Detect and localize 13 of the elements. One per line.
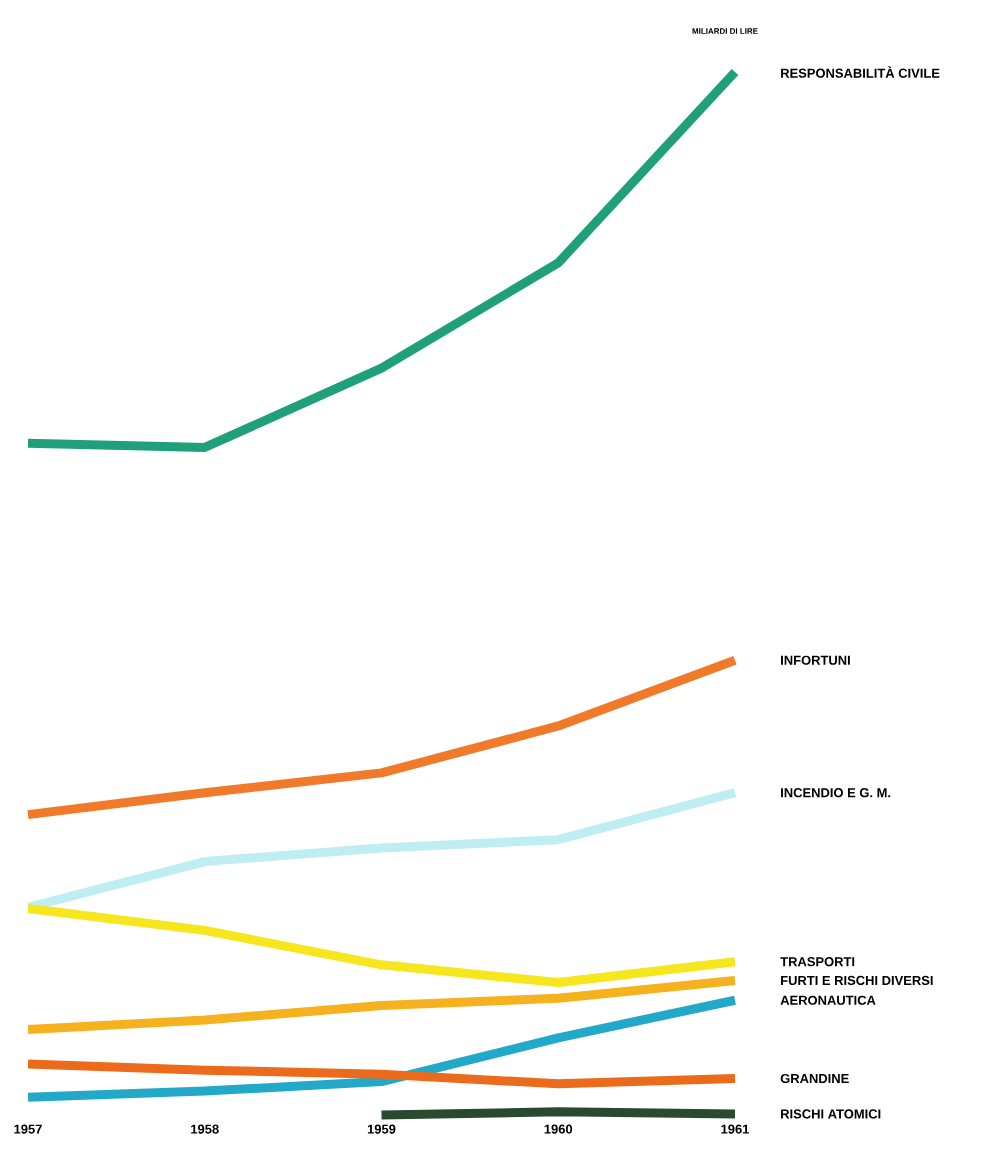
x-tick-label: 1957 — [14, 1124, 42, 1134]
text: TRASPORTI — [780, 957, 855, 967]
text: INCENDIO E G. M. — [781, 788, 891, 798]
text: RESPONSABILITÀ CIVILE — [781, 66, 940, 78]
text: FURTI E RISCHI DIVERSI — [781, 975, 933, 986]
x-tick-label: 1961 — [721, 1124, 750, 1134]
x-tick-label: 1960 — [544, 1124, 573, 1134]
text: AERONAUTICA — [780, 995, 876, 1005]
text: RISCHI ATOMICI — [781, 1109, 881, 1119]
text: INFORTUNI — [781, 655, 850, 665]
x-tick-label: 1959 — [367, 1124, 396, 1134]
text: GRANDINE — [780, 1073, 849, 1084]
x-tick-label: 1958 — [191, 1124, 219, 1134]
